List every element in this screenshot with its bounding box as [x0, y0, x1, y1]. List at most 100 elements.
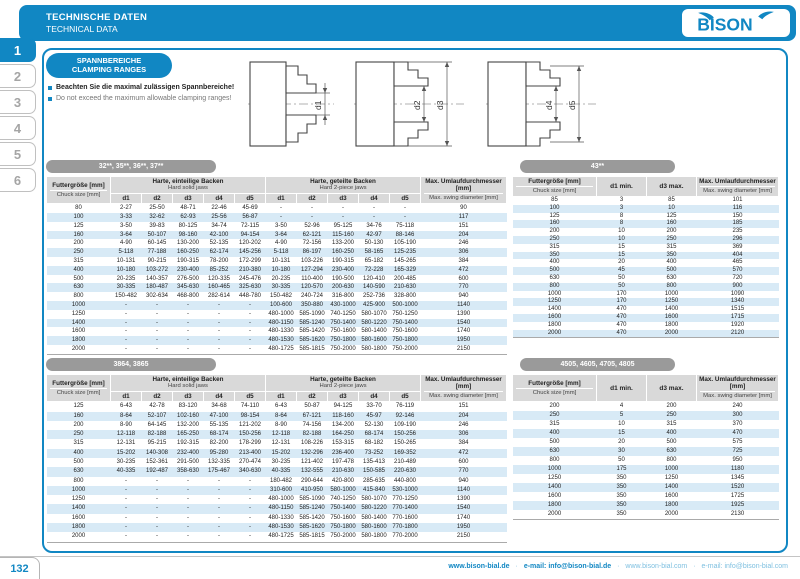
- col-d4: d4: [203, 391, 235, 403]
- table-cell: 6-43: [275, 403, 288, 410]
- table-cell: 276-500: [176, 275, 200, 282]
- table-cell: 8-90: [275, 421, 288, 428]
- table-cell: 120-410: [363, 275, 386, 282]
- table-cell: 85: [668, 197, 675, 203]
- table-cell: 132-555: [296, 467, 328, 477]
- table-cell: 1600: [512, 313, 597, 322]
- col-chuck-size: Futtergröße [mm] Chuck size [mm]: [512, 373, 597, 403]
- table-cell: 72-228: [358, 265, 390, 275]
- table-cell: 1000: [46, 485, 111, 496]
- bison-logo-icon: BISON: [697, 11, 774, 34]
- table-cell: 1250: [71, 310, 86, 317]
- table-cell: 2130: [696, 510, 779, 521]
- table-cell: 170: [616, 290, 627, 297]
- sidebar-tab-3[interactable]: 3: [0, 90, 36, 114]
- col-max-swing: Max. Umlaufdurchmesser [mm] Max. swing d…: [420, 175, 508, 205]
- table-cell: 169-352: [389, 448, 421, 458]
- table-cell: -: [265, 213, 297, 222]
- table-cell: 2000: [646, 510, 697, 521]
- table-row: 1600 470 1600 1715: [512, 313, 779, 322]
- table-row: 1800- - - - -480-1530 585-1620 750-1800 580-160…: [46, 523, 507, 533]
- table-cell: 12-131: [271, 440, 291, 447]
- table-cell: 134-200: [332, 421, 355, 428]
- table-cell: 306: [420, 430, 507, 440]
- table-cell: -: [110, 318, 142, 328]
- table-row: 80 2-27 25-50 48-71 22-46 45-69 - - - - - 90: [47, 204, 507, 213]
- table-cell: 300: [696, 411, 779, 421]
- table-cell: 2000: [46, 344, 111, 355]
- table-cell: 1250: [664, 475, 679, 482]
- table-cell: 1600: [664, 493, 679, 500]
- col-d4: d4: [358, 193, 391, 205]
- table-cell: -: [110, 523, 142, 533]
- table-cell: 1400: [46, 504, 111, 514]
- sidebar-tab-2[interactable]: 2: [0, 64, 36, 88]
- table-cell: 210-380: [234, 265, 266, 275]
- table-row: 1250 170 1250 1340: [512, 298, 779, 307]
- table-cell: 175-467: [203, 467, 235, 477]
- table-cell: 369: [732, 243, 743, 250]
- table-cell: 25-56: [203, 213, 235, 222]
- table-cell: 50: [618, 274, 625, 281]
- table-cell: 39-83: [149, 222, 165, 229]
- table-cell: 1800: [46, 523, 111, 533]
- sidebar-tab-1[interactable]: 1: [0, 38, 36, 62]
- table-cell: 315: [73, 440, 84, 447]
- table-cell: 15-202: [110, 448, 142, 458]
- table-row: 1400- - - - -480-1150 585-1240 750-1400 580-122…: [46, 504, 507, 514]
- table-cell: 8: [619, 212, 624, 219]
- table-cell: 4: [619, 403, 624, 410]
- table-cell: 30-335: [110, 283, 142, 293]
- table-cell: -: [172, 300, 204, 310]
- table-cell: -: [234, 504, 266, 514]
- footer-site-de[interactable]: www.bison-bial.de: [448, 563, 510, 570]
- table-cell: 585-1420: [299, 328, 325, 335]
- table-cell: 20-235: [116, 275, 136, 282]
- footer-links: www.bison-bial.de · e-mail: info@bison-b…: [268, 563, 788, 570]
- table-row: 100 3-33 32-62 62-93 25-56 56-87- - - - -117: [46, 213, 507, 222]
- table-cell: -: [125, 328, 127, 335]
- sidebar-tab-5[interactable]: 5: [0, 142, 36, 166]
- table-cell: 73-252: [358, 448, 390, 458]
- table-cell: 15: [618, 243, 625, 250]
- col-group-split-jaws: Harte, geteilte Backen Hard 2-piece jaws: [265, 175, 422, 195]
- table-cell: 600: [458, 458, 469, 465]
- col-d1: d1: [110, 193, 142, 205]
- table-cell: 1800: [512, 501, 597, 511]
- footer-email-com[interactable]: e-mail: info@bison-bial.com: [701, 563, 788, 570]
- table-cell: 80-125: [178, 222, 198, 229]
- table-row: 800 - - - - - 180-482 290-644 420-800 285-635 440-…: [47, 477, 507, 486]
- chuck-drawing-d4-d5: d4 d5: [486, 61, 596, 147]
- note-en: Do not exceed the maximum allowable clam…: [48, 95, 231, 102]
- table-cell: 10: [618, 228, 625, 235]
- table-cell: 940: [458, 477, 469, 484]
- table-row: 500 20 500 575: [513, 438, 779, 447]
- table-cell: 725: [696, 447, 779, 457]
- table-cell: 1920: [730, 321, 745, 328]
- table-cell: 75-118: [395, 222, 415, 229]
- table-cell: 500-1000: [389, 300, 421, 310]
- sidebar-tab-6[interactable]: 6: [0, 168, 36, 192]
- table-cell: -: [311, 205, 314, 212]
- table-cell: 74-110: [240, 403, 260, 410]
- table-cell: 34-76: [366, 222, 382, 229]
- footer-email-de[interactable]: e-mail: info@bison-bial.de: [523, 563, 612, 570]
- table-cell: 250: [46, 430, 111, 440]
- table-cell: 204: [420, 230, 507, 240]
- table-cell: -: [187, 496, 189, 503]
- footer-site-com[interactable]: www.bison-bial.com: [625, 563, 688, 570]
- table-cell: 180-482: [270, 477, 293, 484]
- table-cell: 770: [420, 467, 507, 477]
- separator: ·: [617, 563, 620, 570]
- sidebar-tab-4[interactable]: 4: [0, 116, 36, 140]
- table-cell: 105-190: [394, 240, 417, 247]
- table-cell: -: [389, 213, 421, 222]
- table-cell: 1800: [547, 321, 562, 328]
- table-cell: 30-335: [265, 283, 297, 293]
- table-cell: -: [141, 318, 173, 328]
- table-cell: 12-118: [110, 430, 142, 440]
- svg-text:d1: d1: [313, 100, 323, 110]
- table-cell: 1725: [730, 493, 745, 500]
- table-cell: 125: [666, 212, 677, 219]
- table-cell: 2150: [420, 344, 507, 355]
